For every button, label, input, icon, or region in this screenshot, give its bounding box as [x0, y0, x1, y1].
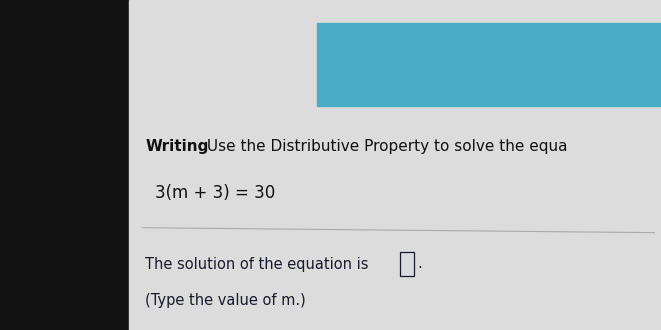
Text: Use the Distributive Property to solve the equa: Use the Distributive Property to solve t… [202, 139, 567, 154]
Text: (Type the value of m.): (Type the value of m.) [145, 293, 306, 308]
Text: Writing: Writing [145, 139, 209, 154]
Text: .: . [417, 256, 422, 272]
Bar [129, 0, 661, 330]
Text: The solution of the equation is: The solution of the equation is [145, 256, 369, 272]
Bar [317, 23, 661, 106]
Text: 3(m + 3) = 30: 3(m + 3) = 30 [155, 184, 276, 202]
Bar [400, 251, 414, 277]
